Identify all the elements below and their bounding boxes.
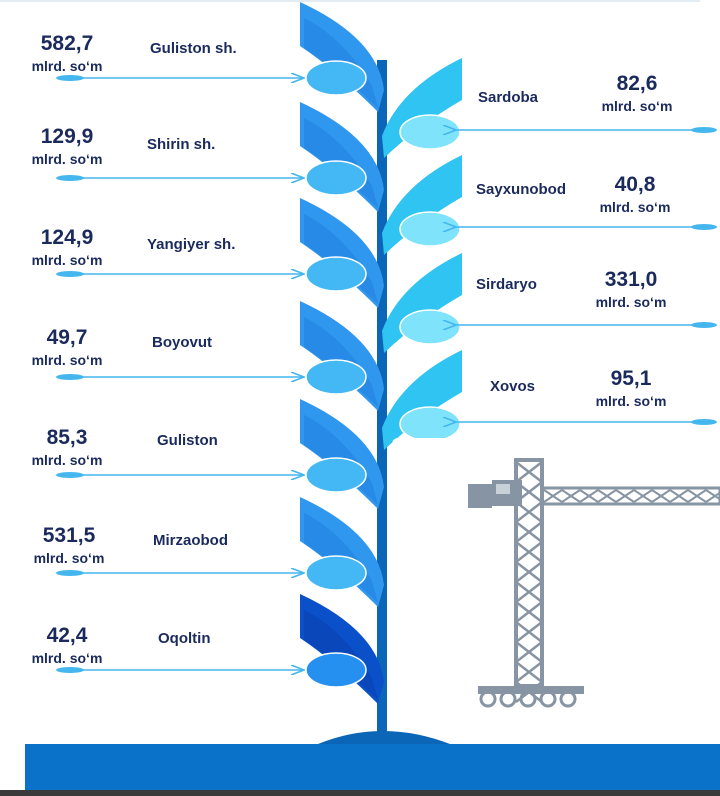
leaf-bulb-right [399,211,461,247]
right-value: 95,1 [610,367,652,390]
left-value: 582,7 [40,32,94,55]
left-value: 49,7 [46,326,88,349]
left-unit: mlrd. so‘m [31,58,103,74]
right-name: Sardoba [478,89,539,106]
left-unit: mlrd. so‘m [31,650,103,666]
left-name: Boyovut [152,334,212,351]
tower-crane-icon [468,458,720,708]
right-name: Sayxunobod [476,181,567,198]
left-name: Mirzaobod [153,532,228,549]
left-value: 129,9 [40,125,94,148]
left-name: Yangiyer sh. [147,236,236,253]
leaf-bulb-left [305,359,367,395]
right-value: 82,6 [616,72,658,95]
left-unit: mlrd. so‘m [31,452,103,468]
left-value: 124,9 [40,226,94,249]
right-name: Xovos [490,378,536,395]
right-value: 331,0 [604,268,658,291]
right-name: Sirdaryo [476,276,537,293]
left-unit: mlrd. so‘m [31,352,103,368]
left-name: Shirin sh. [147,136,216,153]
crane-panel [392,438,720,730]
leaf-bulb-left [305,457,367,493]
right-unit: mlrd. so‘m [599,199,671,215]
leaf-bulb-left [305,160,367,196]
right-value: 40,8 [614,173,656,196]
leaf-bulb-left [305,555,367,591]
left-unit: mlrd. so‘m [33,550,105,566]
left-value: 42,4 [46,624,88,647]
footer-bar [25,744,720,790]
leaf-bulb-right [399,309,461,345]
left-unit: mlrd. so‘m [31,252,103,268]
left-value: 85,3 [46,426,88,449]
bottom-strip [0,790,720,796]
left-value: 531,5 [42,524,96,547]
leaf-bulb-left [305,652,367,688]
leaf-bulb-left [305,60,367,96]
leaf-bulb-right [399,406,461,442]
left-unit: mlrd. so‘m [31,151,103,167]
left-name: Guliston sh. [150,40,237,57]
left-name: Oqoltin [158,630,211,647]
leaf-bulb-left [305,256,367,292]
leaf-bulb-right [399,114,461,150]
right-unit: mlrd. so‘m [601,98,673,114]
tree-stem [377,60,387,746]
left-name: Guliston [157,432,218,449]
top-divider [0,0,700,2]
right-unit: mlrd. so‘m [595,294,667,310]
right-unit: mlrd. so‘m [595,393,667,409]
